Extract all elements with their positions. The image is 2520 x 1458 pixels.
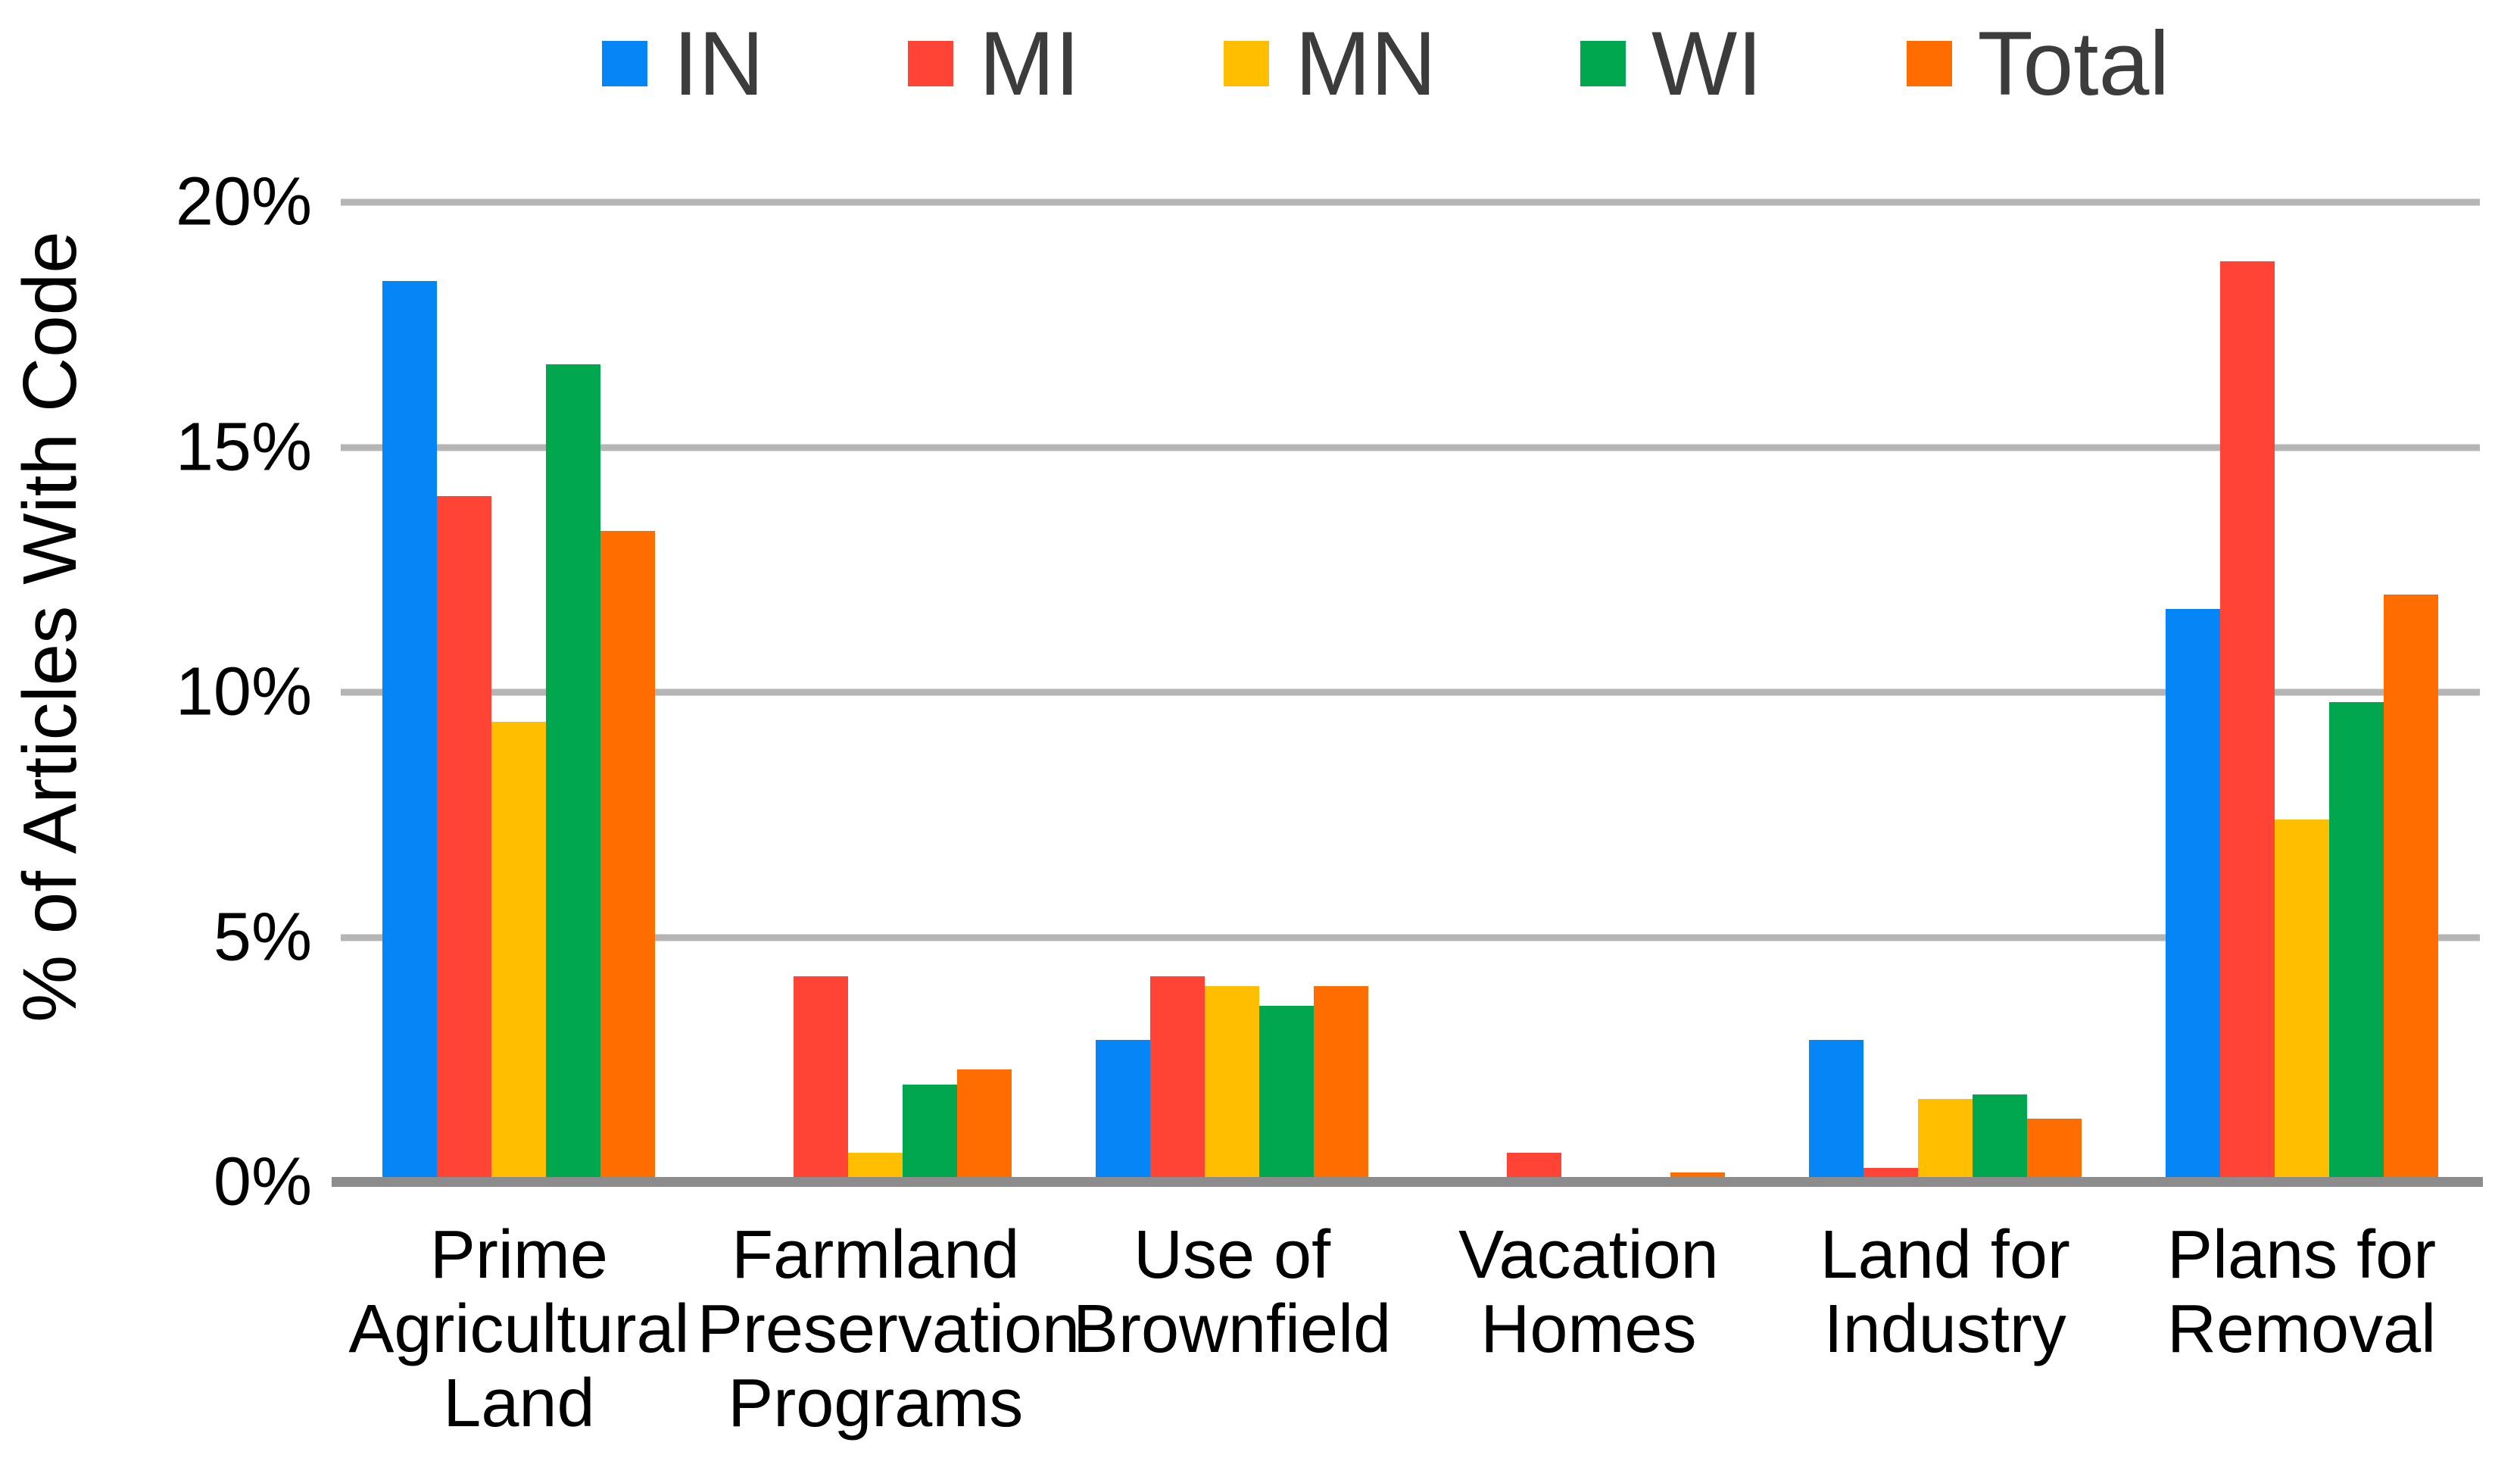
x-category-label-line: Removal xyxy=(2167,1291,2437,1367)
legend: IN MI MN WI Total xyxy=(602,0,2169,127)
legend-label: WI xyxy=(1651,13,1763,114)
x-category-label-line: Farmland xyxy=(731,1217,1020,1293)
x-category-label-line: Use of xyxy=(1134,1217,1331,1293)
bar-mi-2 xyxy=(794,976,849,1182)
bar-mn-5 xyxy=(1917,1099,1973,1182)
legend-swatch-icon xyxy=(1224,41,1270,86)
legend-item-mi: MI xyxy=(908,11,1080,116)
x-category-label-line: Prime xyxy=(429,1217,608,1293)
bar-total-3 xyxy=(1314,986,1369,1182)
bar-mn-6 xyxy=(2274,820,2329,1182)
y-tick-label: 20% xyxy=(175,164,312,240)
bar-wi-3 xyxy=(1259,1006,1315,1182)
legend-item-total: Total xyxy=(1906,11,2170,116)
x-category-label-line: Plans for xyxy=(2166,1217,2437,1293)
bar-group-2 xyxy=(697,202,1054,1182)
bar-mn-1 xyxy=(491,721,547,1182)
x-category-label: Use of Brownfield xyxy=(1054,1218,1411,1366)
bar-total-6 xyxy=(2383,594,2438,1182)
legend-swatch-icon xyxy=(1906,41,1952,86)
x-category-labels: Prime Agricultural Land Farmland Preservatio… xyxy=(341,1218,2480,1458)
legend-item-in: IN xyxy=(602,11,764,116)
bar-mi-6 xyxy=(2219,261,2275,1182)
gridline xyxy=(341,444,2480,451)
x-category-label: Prime Agricultural Land xyxy=(341,1218,697,1441)
x-category-label-line: Programs xyxy=(728,1366,1024,1441)
x-category-label-line: Industry xyxy=(1823,1291,2066,1367)
x-category-label-line: Brownfield xyxy=(1072,1291,1392,1367)
bar-wi-5 xyxy=(1972,1094,2027,1182)
bar-group-4 xyxy=(1411,202,1767,1182)
y-tick-label: 15% xyxy=(175,409,312,485)
bar-wi-6 xyxy=(2328,701,2384,1182)
bar-group-6 xyxy=(2123,202,2480,1182)
legend-item-mn: MN xyxy=(1224,11,1436,116)
legend-label: MI xyxy=(979,13,1081,114)
x-category-label-line: Homes xyxy=(1480,1291,1697,1367)
bar-wi-2 xyxy=(903,1084,958,1182)
bar-mi-3 xyxy=(1150,976,1205,1182)
gridline xyxy=(341,934,2480,941)
bar-in-5 xyxy=(1808,1040,1863,1182)
bar-group-1 xyxy=(341,202,697,1182)
y-tick-label: 0% xyxy=(213,1144,312,1220)
legend-label: MN xyxy=(1295,13,1436,114)
bar-in-6 xyxy=(2165,609,2220,1182)
bar-total-2 xyxy=(957,1069,1012,1182)
gridline xyxy=(341,688,2480,696)
x-category-label: Farmland Preservation Programs xyxy=(697,1217,1081,1441)
bar-wi-1 xyxy=(546,364,601,1182)
x-category-label: Plans for Removal xyxy=(2123,1218,2480,1366)
legend-label: IN xyxy=(673,13,764,114)
y-tick-label: 10% xyxy=(175,654,312,730)
legend-swatch-icon xyxy=(908,41,953,86)
gridline xyxy=(341,198,2480,206)
plot-area xyxy=(332,198,2483,1187)
legend-swatch-icon xyxy=(1580,41,1626,86)
x-category-label: Land for Industry xyxy=(1767,1218,2123,1366)
x-category-label-line: Land for xyxy=(1820,1217,2070,1293)
x-category-label-line: Land xyxy=(443,1366,595,1441)
bar-in-3 xyxy=(1096,1040,1151,1182)
legend-label: Total xyxy=(1977,13,2170,114)
bar-in-1 xyxy=(382,280,438,1182)
x-category-label-line: Preservation xyxy=(697,1291,1081,1367)
legend-item-wi: WI xyxy=(1580,11,1763,116)
y-tick-label: 5% xyxy=(213,899,312,975)
bar-group-3 xyxy=(1054,202,1411,1182)
bar-mn-3 xyxy=(1205,986,1260,1182)
x-axis-baseline xyxy=(332,1177,2483,1187)
x-category-label-line: Vacation xyxy=(1458,1217,1719,1293)
bar-group-5 xyxy=(1767,202,2123,1182)
bar-total-5 xyxy=(2026,1118,2082,1182)
x-category-label-line: Agricultural xyxy=(348,1291,690,1367)
y-tick-labels: 20% 15% 10% 5% 0% xyxy=(0,164,312,1220)
bar-mi-1 xyxy=(437,496,492,1182)
legend-swatch-icon xyxy=(602,41,647,86)
x-category-label: Vacation Homes xyxy=(1411,1218,1767,1366)
bar-total-1 xyxy=(600,530,656,1182)
